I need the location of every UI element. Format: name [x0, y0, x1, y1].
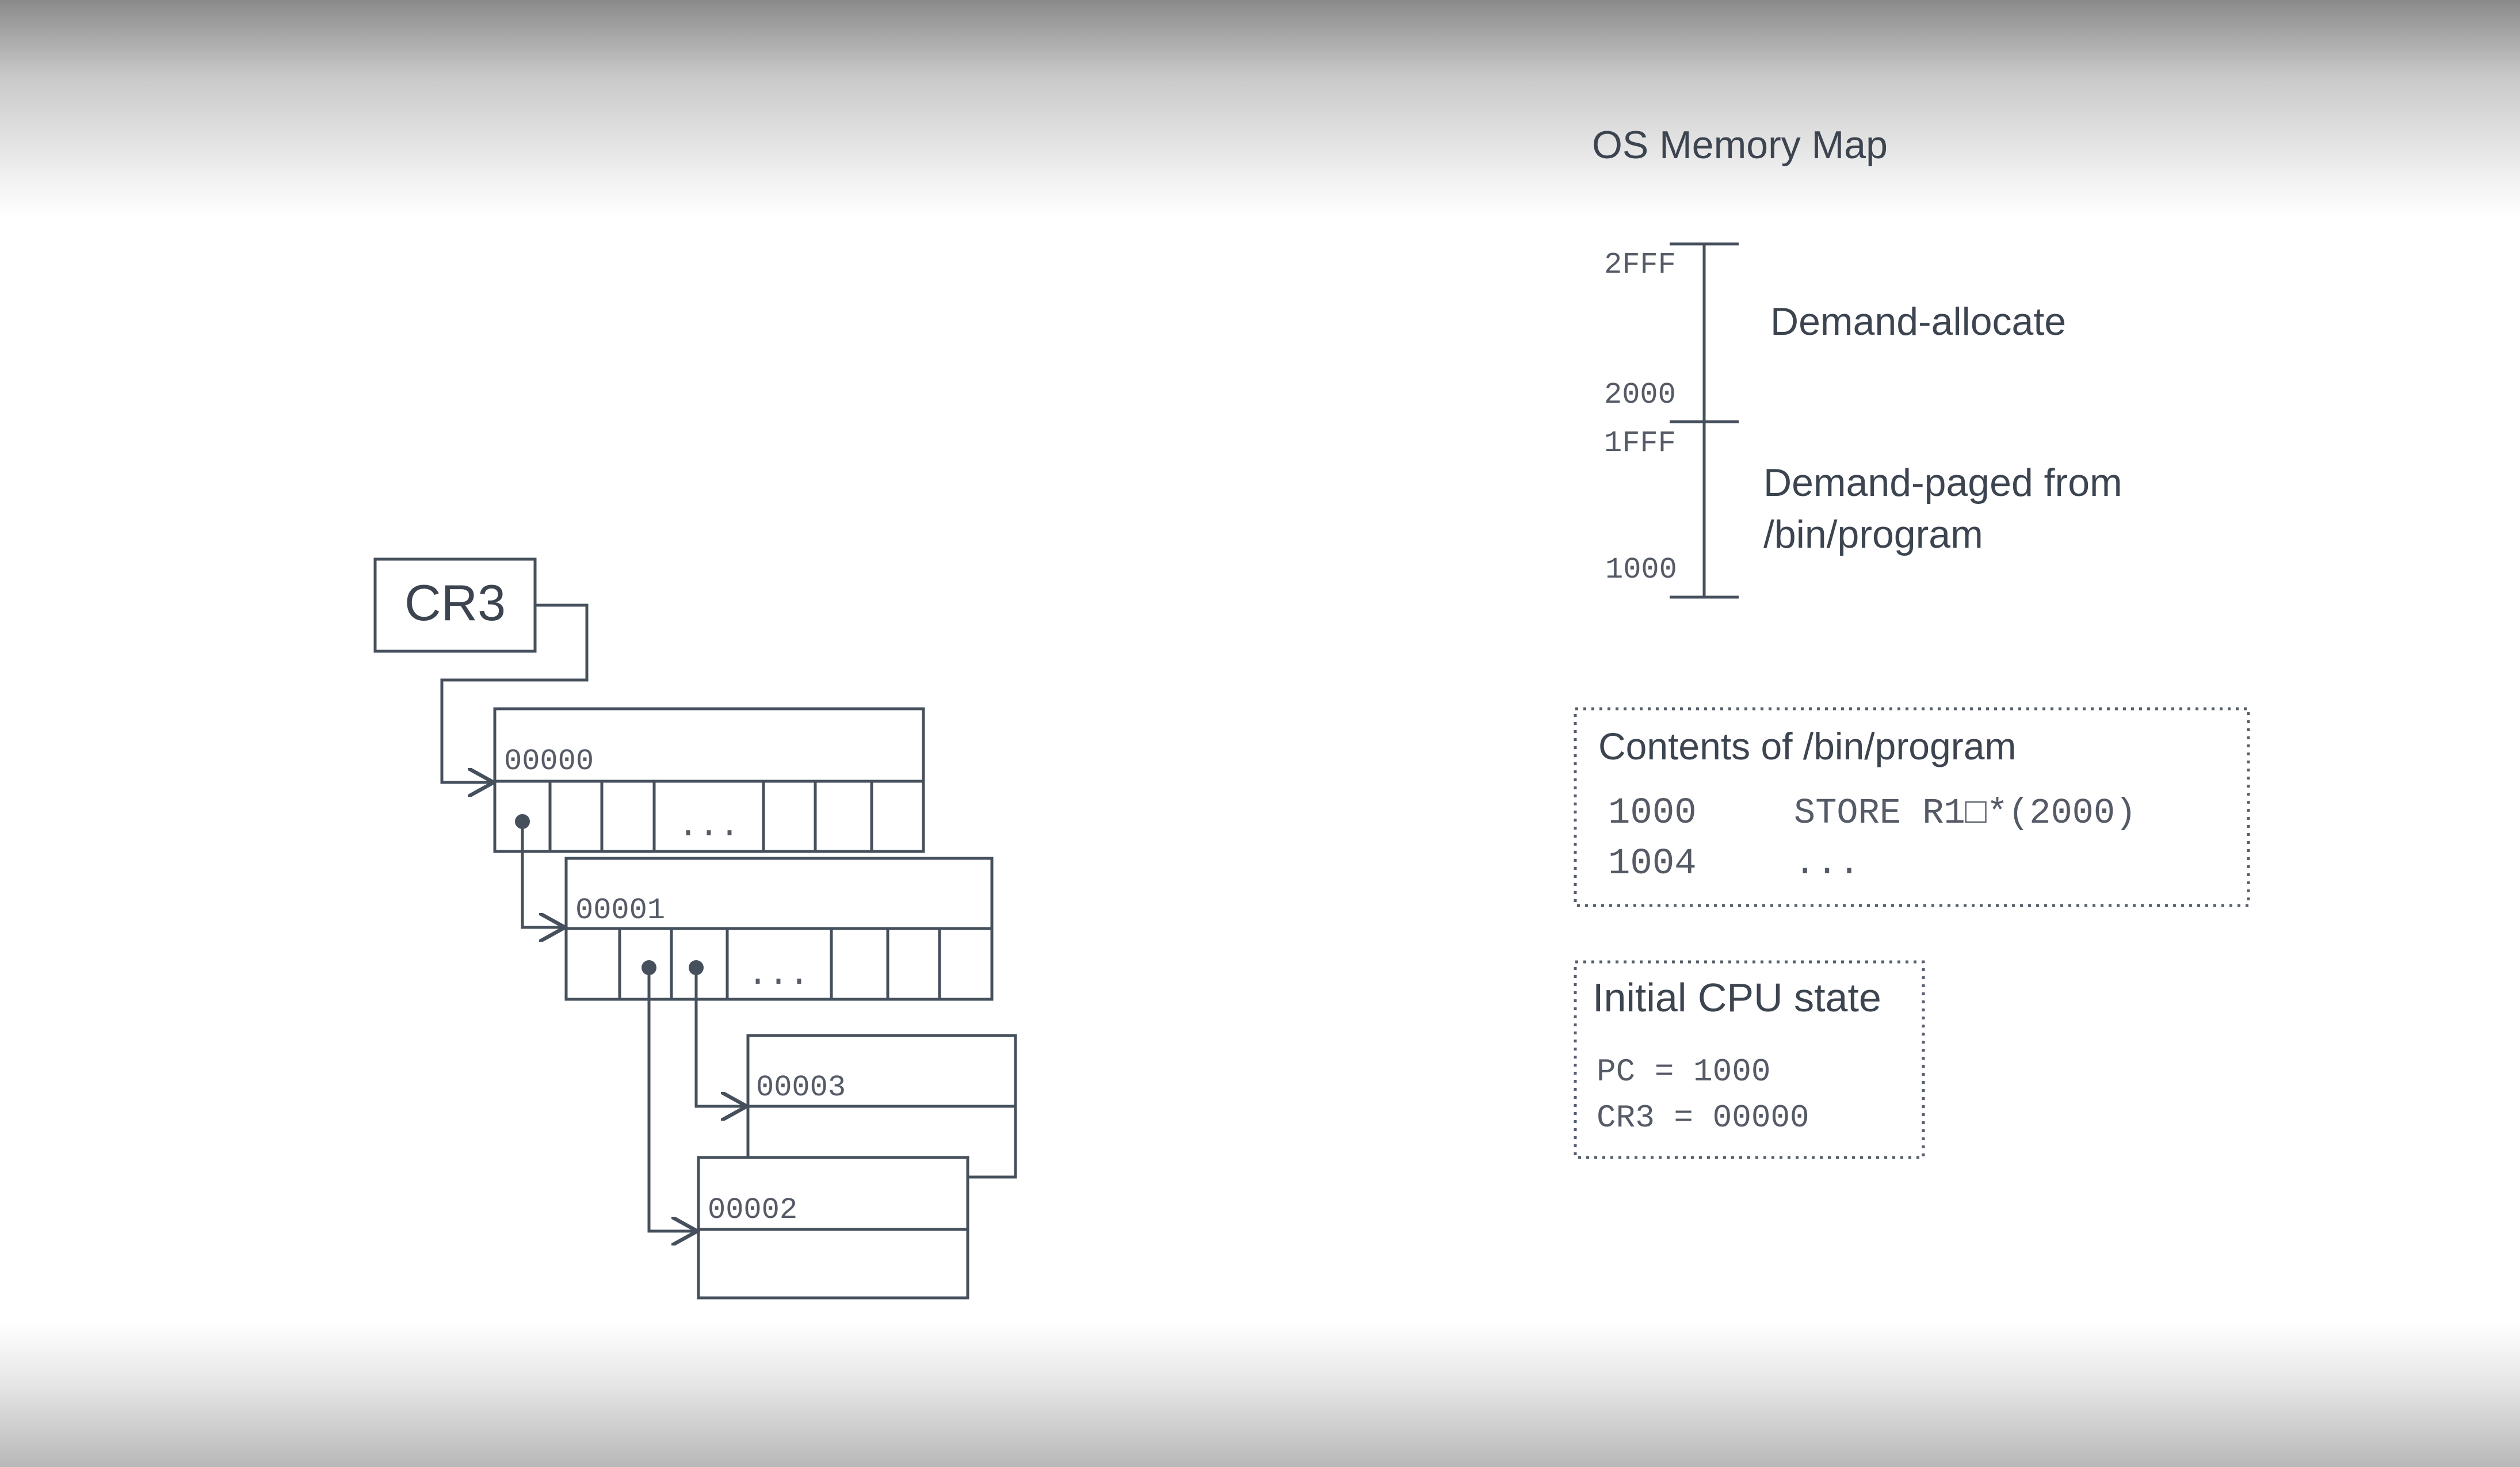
page-table-00003-label: 00003: [756, 1071, 846, 1105]
cpu-state-title: Initial CPU state: [1593, 975, 1881, 1020]
program-line-1-addr: 1000: [1608, 793, 1697, 834]
program-line-1-code: STORE R1□*(2000): [1794, 793, 2136, 834]
memory-map: OS Memory Map 2FFF 2000 1FFF 1000 Demand…: [1592, 123, 2122, 599]
program-contents-box: Contents of /bin/program 1000 STORE R1□*…: [1574, 707, 2250, 907]
program-contents-title: Contents of /bin/program: [1598, 725, 2016, 767]
page-table-00001-ellipsis: ...: [747, 956, 810, 995]
program-line-2-addr: 1004: [1608, 843, 1697, 885]
region-demand-allocate: Demand-allocate: [1770, 300, 2066, 343]
page-table-00002-label: 00002: [708, 1193, 797, 1227]
cpu-state-cr3: CR3 = 00000: [1597, 1099, 1809, 1136]
addr-2000: 2000: [1604, 378, 1676, 412]
cr3-to-00000-arrow: [440, 603, 589, 782]
region-demand-paged-line2: /bin/program: [1763, 513, 1983, 556]
addr-1000: 1000: [1605, 553, 1677, 587]
page-table-00001-label: 00001: [575, 893, 665, 927]
00001-to-00003-arrow: [694, 968, 747, 1106]
addr-1fff: 1FFF: [1604, 426, 1676, 460]
00001-to-00002-arrow: [647, 968, 697, 1231]
page-table-00001-cells: [618, 929, 941, 999]
00000-to-00001-arrow: [521, 822, 565, 927]
cr3-register-box: [373, 557, 537, 653]
region-demand-paged-line1: Demand-paged from: [1763, 461, 2122, 505]
memory-map-title: OS Memory Map: [1592, 123, 1888, 167]
cr3-register-label: CR3: [404, 574, 506, 631]
program-line-2-code: ...: [1794, 843, 1860, 885]
page-table-00000-cells: [548, 781, 873, 851]
cpu-state-pc: PC = 1000: [1597, 1053, 1770, 1090]
cpu-state-box: Initial CPU state PC = 1000 CR3 = 00000: [1574, 960, 1925, 1159]
page-table-group: CR3 00000 ... 00001 ... 0000: [373, 557, 1017, 1300]
addr-2fff: 2FFF: [1604, 248, 1676, 282]
page-table-00002: [697, 1156, 969, 1300]
page-table-00000-label: 00000: [504, 744, 594, 778]
page-table-00000-ellipsis: ...: [678, 807, 740, 846]
bottom-shade: [0, 1323, 2520, 1467]
top-shade: [0, 0, 2520, 219]
